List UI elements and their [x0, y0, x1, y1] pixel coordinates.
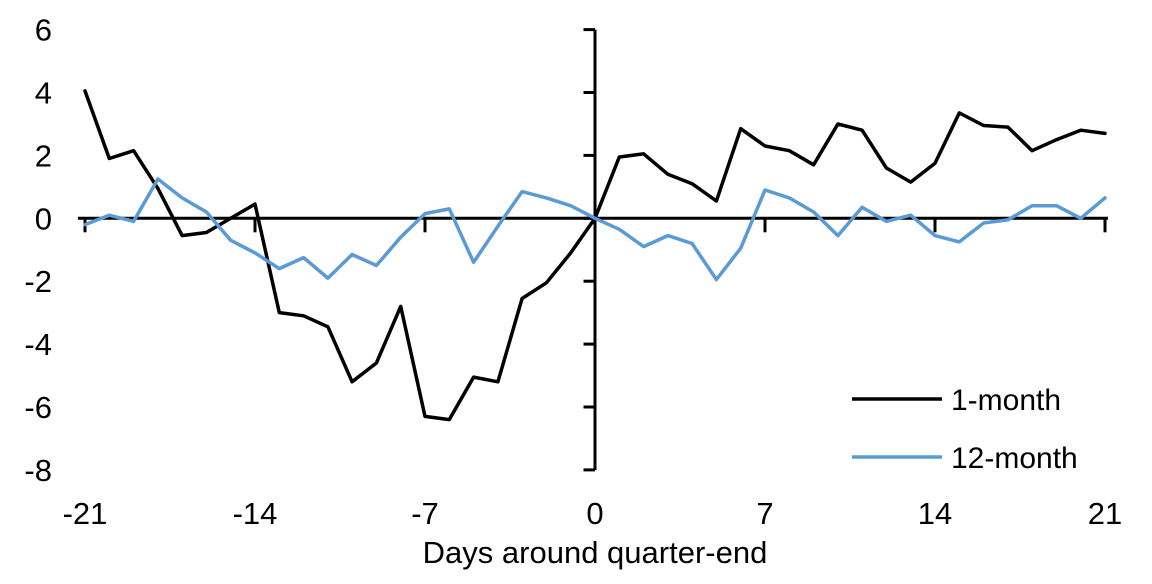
x-axis-title: Days around quarter-end [423, 535, 768, 570]
x-tick-label: -7 [411, 496, 439, 531]
y-axis: 6 4 2 0 -2 -4 -6 -8 [24, 13, 597, 488]
y-tick-label: -4 [24, 327, 52, 362]
x-tick-label: 7 [756, 496, 773, 531]
x-tick-label: 0 [586, 496, 603, 531]
x-tick-label: 14 [918, 496, 952, 531]
series-line-12-month [83, 177, 1107, 282]
series-lines [83, 89, 1107, 422]
y-tick-label: 0 [35, 201, 52, 236]
legend-label-12-month: 12-month [951, 442, 1078, 475]
legend: 1-month 12-month [852, 384, 1078, 475]
y-tick-label: 4 [35, 76, 52, 111]
legend-label-1-month: 1-month [951, 384, 1061, 417]
y-tick-label: -2 [24, 264, 52, 299]
y-axis-ticks [583, 28, 595, 472]
x-tick-label: -21 [63, 496, 108, 531]
y-tick-label: -6 [24, 390, 52, 425]
y-axis-tick-labels: 6 4 2 0 -2 -4 -6 -8 [24, 13, 52, 488]
y-tick-label: -8 [24, 453, 52, 488]
y-tick-label: 6 [35, 13, 52, 48]
y-tick-label: 2 [35, 138, 52, 173]
x-axis-tick-labels: -21 -14 -7 0 7 14 21 [63, 496, 1123, 531]
x-axis: -21 -14 -7 0 7 14 21 [63, 216, 1123, 531]
x-tick-label: -14 [233, 496, 278, 531]
x-tick-label: 21 [1088, 496, 1122, 531]
